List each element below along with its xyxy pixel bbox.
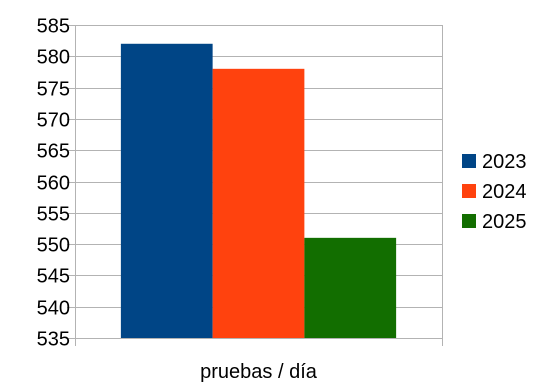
y-tick-label: 585 bbox=[37, 16, 70, 38]
legend-swatch-2023 bbox=[462, 154, 476, 168]
bar-2024 bbox=[212, 68, 305, 338]
legend-swatch-2025 bbox=[462, 214, 476, 228]
axes bbox=[75, 25, 443, 346]
y-tick-label: 565 bbox=[37, 141, 70, 163]
x-category-labels: pruebas / día bbox=[200, 361, 318, 383]
y-tick-label: 550 bbox=[37, 235, 70, 257]
legend-label-2024: 2024 bbox=[482, 181, 527, 203]
y-tick-label: 555 bbox=[37, 204, 70, 226]
x-category-label: pruebas / día bbox=[200, 361, 318, 383]
bars bbox=[120, 43, 397, 338]
legend-label-2023: 2023 bbox=[482, 151, 527, 173]
legend-label-2025: 2025 bbox=[482, 211, 527, 233]
y-tick-labels: 535 540 545 550 555 560 565 570 575 580 585 bbox=[37, 16, 70, 351]
y-tick-label: 575 bbox=[37, 79, 70, 101]
bar-2023 bbox=[120, 43, 213, 338]
y-tick-label: 560 bbox=[37, 173, 70, 195]
y-tick-label: 580 bbox=[37, 47, 70, 69]
y-tick-label: 545 bbox=[37, 266, 70, 288]
legend-swatch-2024 bbox=[462, 184, 476, 198]
y-tick-label: 570 bbox=[37, 110, 70, 132]
legend: 2023 2024 2025 bbox=[462, 151, 527, 233]
bar-2025 bbox=[304, 237, 397, 338]
y-tick-label: 535 bbox=[37, 329, 70, 351]
y-tick-label: 540 bbox=[37, 298, 70, 320]
